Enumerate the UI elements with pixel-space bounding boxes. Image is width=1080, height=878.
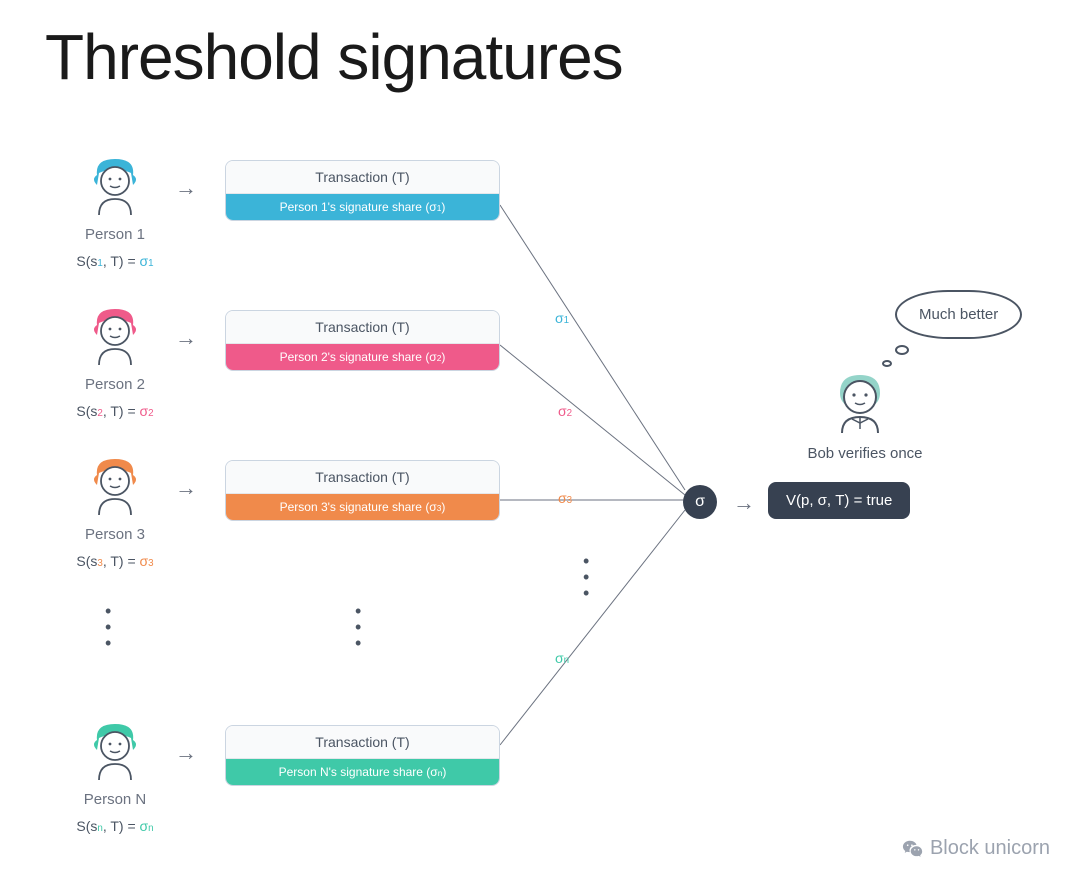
thought-bubble: Much better (895, 290, 1022, 339)
signature-share-label: Person 3's signature share (σ3) (226, 494, 499, 520)
arrow-icon: → (175, 475, 197, 501)
arrow-icon: → (175, 740, 197, 766)
signature-share-label: Person 1's signature share (σ1) (226, 194, 499, 220)
person-formula: S(s1, T) = σ1 (55, 253, 175, 269)
page-title: Threshold signatures (45, 20, 623, 94)
person-label: Person 1 (55, 226, 175, 243)
transaction-box: Transaction (T) Person 2's signature sha… (225, 310, 500, 371)
signature-share-label: Person N's signature share (σn) (226, 759, 499, 785)
arrow-to-verify: → (733, 490, 755, 516)
transaction-label: Transaction (T) (226, 161, 499, 194)
signature-share-label: Person 2's signature share (σ2) (226, 344, 499, 370)
person-label: Person N (55, 791, 175, 808)
vertical-dots-icon: ••• (355, 600, 361, 654)
transaction-label: Transaction (T) (226, 726, 499, 759)
person-block-person3: Person 3 S(s3, T) = σ3 (55, 455, 175, 569)
person-avatar-icon (87, 305, 143, 367)
wechat-icon (902, 838, 924, 860)
sigma-edge-label: σ3 (558, 490, 572, 506)
sigma-edge-label: σ2 (558, 403, 572, 419)
watermark: Block unicorn (902, 837, 1050, 860)
transaction-box: Transaction (T) Person 1's signature sha… (225, 160, 500, 221)
person-label: Person 2 (55, 376, 175, 393)
person-block-person1: Person 1 S(s1, T) = σ1 (55, 155, 175, 269)
thought-text: Much better (919, 306, 998, 323)
transaction-label: Transaction (T) (226, 311, 499, 344)
thought-dot-2 (882, 360, 892, 367)
person-label: Person 3 (55, 526, 175, 543)
person-block-personN: Person N S(sn, T) = σn (55, 720, 175, 834)
arrow-icon: → (175, 325, 197, 351)
sigma-edge-label: σ1 (555, 310, 569, 326)
person-block-person2: Person 2 S(s2, T) = σ2 (55, 305, 175, 419)
watermark-text: Block unicorn (930, 837, 1050, 860)
sigma-symbol: σ (695, 493, 705, 511)
person-formula: S(s3, T) = σ3 (55, 553, 175, 569)
thought-dot-1 (895, 345, 909, 355)
arrow-icon: → (175, 175, 197, 201)
person-formula: S(s2, T) = σ2 (55, 403, 175, 419)
person-avatar-icon (87, 155, 143, 217)
vertical-dots-icon: ••• (105, 600, 111, 654)
verify-box: V(p, σ, T) = true (768, 482, 910, 519)
person-avatar-icon (87, 720, 143, 782)
bob-avatar (820, 365, 900, 440)
person-formula: S(sn, T) = σn (55, 818, 175, 834)
sigma-edge-label: σn (555, 650, 569, 666)
person-avatar-icon (87, 455, 143, 517)
verify-formula: V(p, σ, T) = true (786, 492, 892, 509)
transaction-box: Transaction (T) Person 3's signature sha… (225, 460, 500, 521)
sigma-aggregate: σ (683, 485, 717, 519)
bob-label: Bob verifies once (785, 445, 945, 462)
vertical-dots-icon: ••• (583, 550, 589, 604)
transaction-box: Transaction (T) Person N's signature sha… (225, 725, 500, 786)
transaction-label: Transaction (T) (226, 461, 499, 494)
